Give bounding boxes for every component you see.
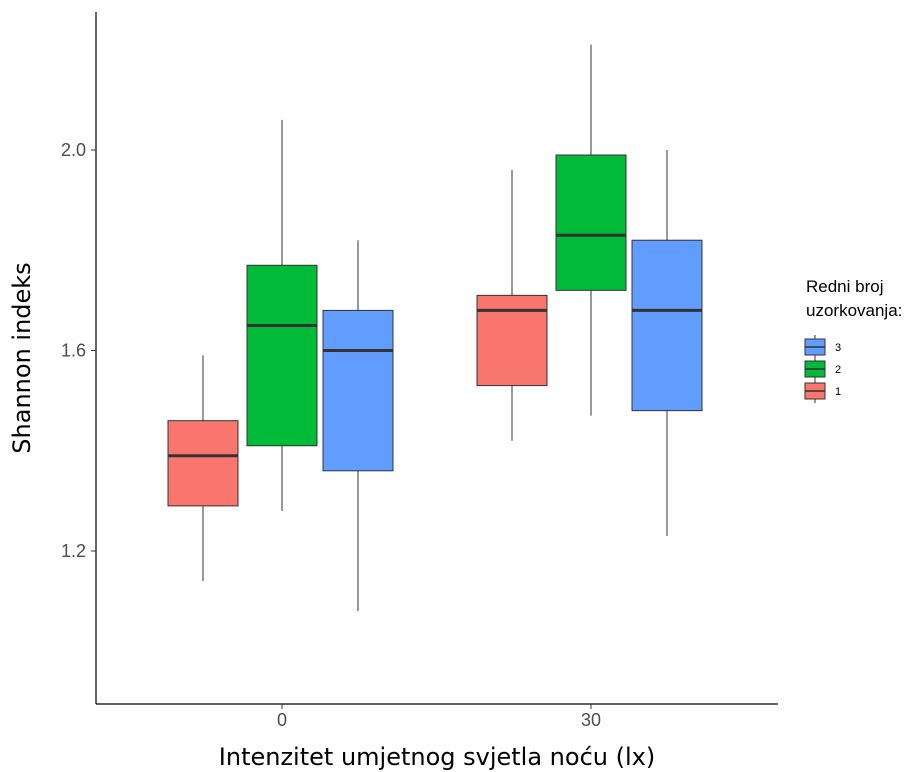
- legend-title-line-1: Redni broj: [806, 277, 884, 296]
- y-tick-label: 1.6: [61, 341, 86, 361]
- y-tick-label: 1.2: [61, 541, 86, 561]
- box-series-3: [631, 239, 703, 412]
- box-series-2: [555, 154, 627, 291]
- box-series-1: [167, 420, 239, 507]
- box-series-1: [476, 294, 548, 387]
- legend: Redni broj uzorkovanja: 3 2 1: [804, 277, 902, 403]
- box-series-3: [322, 309, 394, 472]
- y-axis-title: Shannon indeks: [8, 262, 36, 453]
- x-tick-label: 30: [581, 710, 601, 730]
- x-axis-ticks: 0 30: [277, 704, 601, 730]
- y-axis-ticks: 1.2 1.6 2.0: [61, 140, 96, 561]
- legend-label-3: 3: [835, 342, 841, 354]
- x-tick-label: 0: [277, 710, 287, 730]
- x-axis-title: Intenzitet umjetnog svjetla noću (lx): [219, 743, 655, 771]
- boxplot-marks: [167, 44, 703, 612]
- legend-label-1: 1: [835, 386, 841, 398]
- box-series-2: [246, 264, 318, 447]
- legend-title-line-2: uzorkovanja:: [806, 301, 902, 320]
- y-tick-label: 2.0: [61, 140, 86, 160]
- legend-label-2: 2: [835, 364, 841, 376]
